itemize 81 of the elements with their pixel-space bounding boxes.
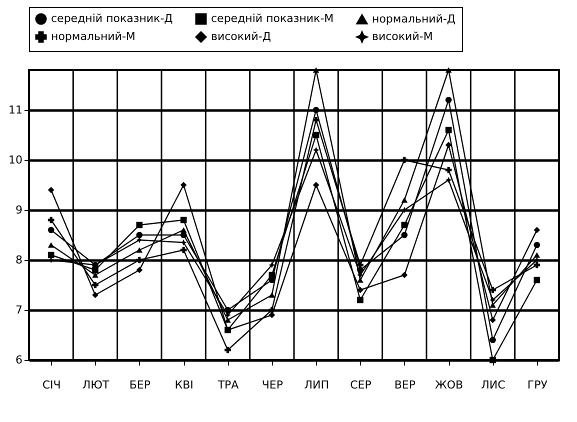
- point: [445, 176, 452, 184]
- point: [268, 312, 276, 318]
- legend-label: нормальний-Д: [372, 12, 456, 26]
- x-tick-label: ЛИС: [481, 378, 506, 392]
- point: [490, 286, 496, 294]
- point: [357, 277, 364, 283]
- point: [445, 166, 452, 174]
- x-tick-label: ЧЕР: [262, 378, 284, 392]
- point: [136, 232, 143, 238]
- point: [180, 182, 187, 188]
- x-tick-label: СІЧ: [42, 378, 61, 392]
- point: [268, 306, 276, 314]
- y-tick-label: 9: [16, 204, 22, 216]
- point: [401, 232, 408, 238]
- point: [48, 186, 54, 194]
- x-tick-label: СЕР: [350, 378, 372, 392]
- point: [312, 67, 320, 73]
- point: [401, 156, 408, 164]
- x-tick-label: БЕР: [129, 378, 151, 392]
- y-tick-label: 7: [16, 304, 22, 316]
- point: [180, 246, 187, 254]
- point: [490, 336, 496, 344]
- legend-label: високий-Д: [211, 30, 272, 43]
- point: [268, 292, 276, 298]
- point: [136, 222, 143, 228]
- y-tick-label: 11: [8, 104, 22, 116]
- point: [92, 292, 98, 298]
- point: [136, 256, 143, 264]
- point: [180, 216, 187, 224]
- x-tick-label: ЖОВ: [435, 378, 464, 392]
- point: [490, 302, 496, 308]
- point: [92, 282, 98, 288]
- point: [312, 106, 320, 114]
- legend-label: високий-М: [372, 30, 433, 43]
- legend-label: середній показник-М: [211, 12, 334, 25]
- point: [401, 222, 408, 228]
- point: [357, 262, 364, 268]
- y-tick-label: 6: [16, 354, 22, 366]
- point: [357, 266, 364, 274]
- point: [534, 262, 540, 268]
- point: [224, 346, 231, 354]
- point: [136, 266, 143, 274]
- point: [401, 197, 408, 203]
- point: [401, 272, 408, 278]
- point: [534, 242, 540, 248]
- point: [312, 146, 320, 154]
- x-tick-label: ЛЮТ: [82, 378, 110, 392]
- point: [180, 227, 187, 233]
- point: [224, 306, 231, 314]
- x-tick-label: ТРА: [216, 378, 240, 392]
- point: [48, 216, 54, 224]
- point: [357, 296, 364, 304]
- point: [312, 132, 320, 138]
- point: [490, 356, 496, 364]
- point: [490, 296, 496, 304]
- legend-label: нормальний-М: [51, 30, 136, 43]
- point: [445, 96, 452, 104]
- point: [534, 276, 540, 284]
- point: [136, 247, 143, 253]
- point: [48, 226, 54, 234]
- point: [92, 266, 98, 274]
- point: [357, 286, 364, 294]
- point: [534, 252, 540, 258]
- x-tick-label: КВІ: [174, 378, 194, 392]
- point: [445, 142, 452, 148]
- y-tick-label: 10: [8, 154, 22, 166]
- x-tick-label: ГРУ: [527, 378, 548, 392]
- x-tick-label: ЛИП: [304, 378, 329, 392]
- x-tick-label: ВЕР: [394, 378, 416, 392]
- point: [534, 226, 540, 234]
- point: [490, 316, 496, 324]
- point: [312, 116, 320, 124]
- point: [268, 262, 276, 268]
- point: [48, 242, 54, 248]
- y-tick-label: 8: [16, 254, 22, 266]
- point: [312, 182, 320, 188]
- point: [268, 272, 276, 278]
- legend-label: середній показник-Д: [51, 12, 174, 25]
- point: [445, 126, 452, 134]
- point: [445, 67, 452, 73]
- point: [180, 232, 187, 238]
